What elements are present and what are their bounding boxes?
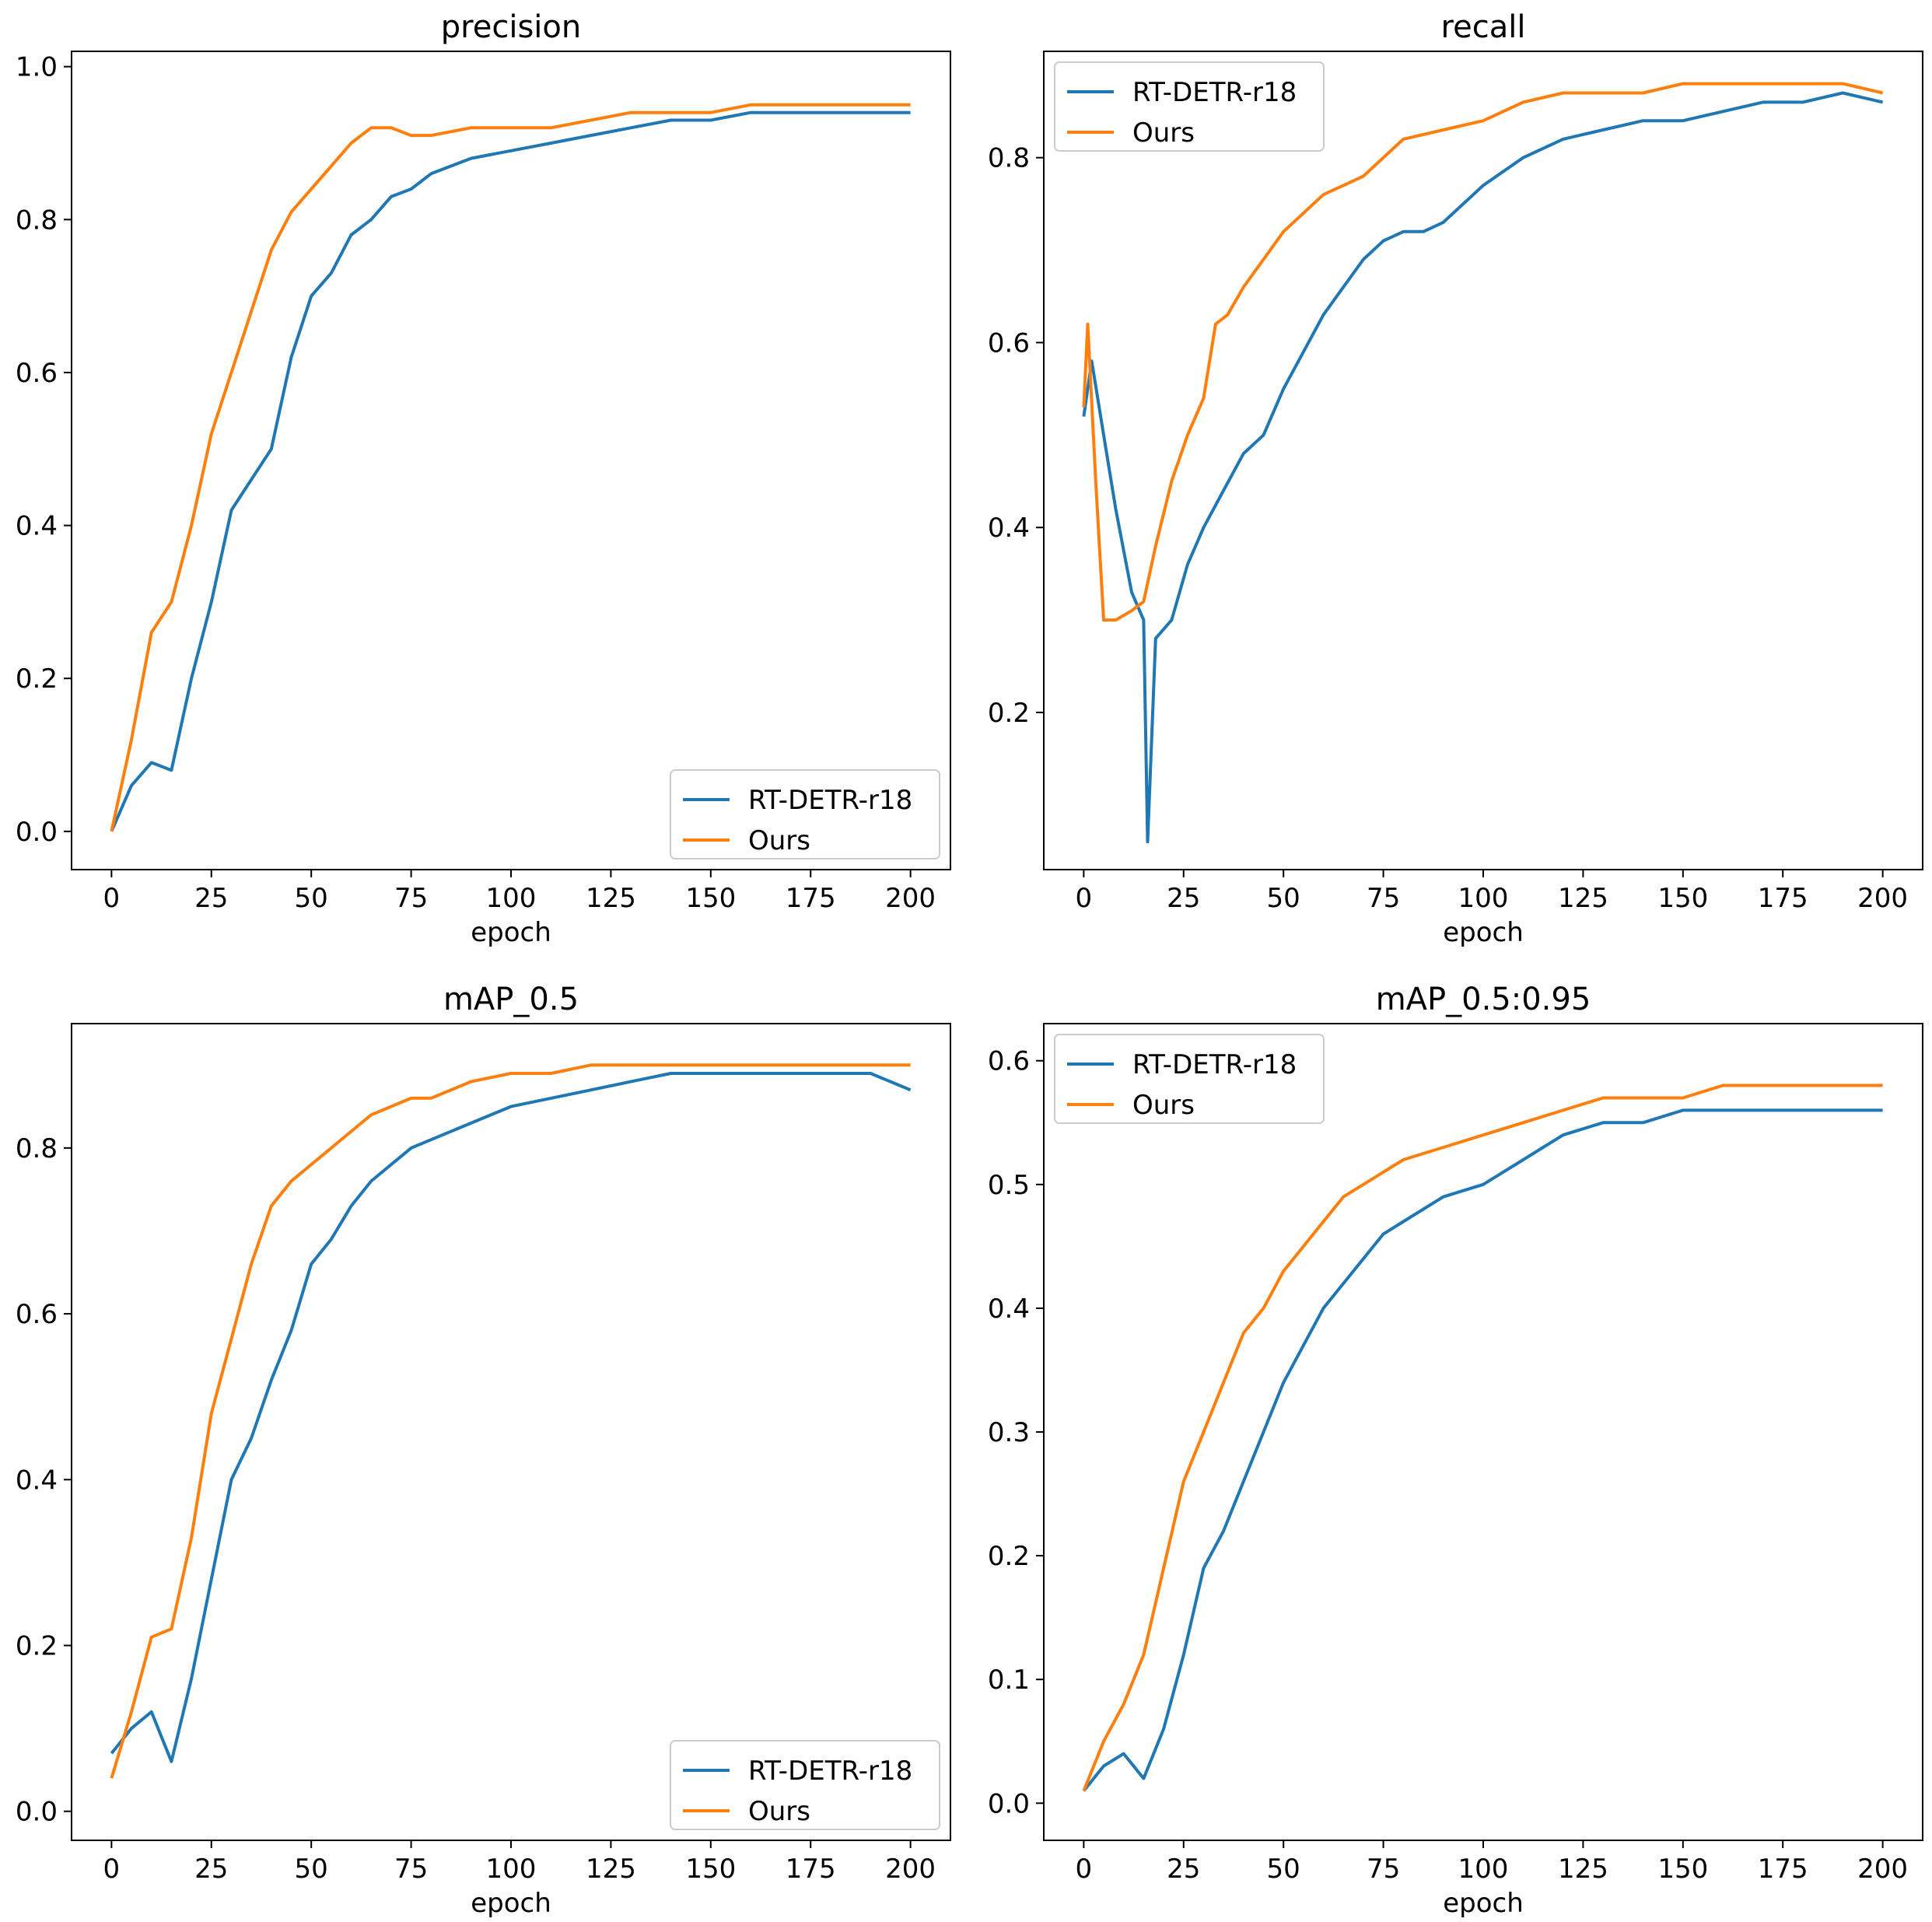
y-tick-label: 0.6 xyxy=(16,1299,58,1330)
x-tick-label: 100 xyxy=(1458,1854,1509,1885)
y-tick-label: 0.4 xyxy=(988,1294,1030,1325)
x-tick-label: 150 xyxy=(1657,1854,1708,1885)
y-tick-label: 0.8 xyxy=(16,205,58,236)
y-tick-label: 0.6 xyxy=(16,358,58,389)
x-tick-label: 75 xyxy=(394,1854,428,1885)
y-tick-label: 1.0 xyxy=(16,52,58,83)
x-axis-label: epoch xyxy=(1443,917,1524,948)
y-tick-label: 0.0 xyxy=(988,1788,1030,1819)
y-tick-label: 0.2 xyxy=(16,663,58,695)
chart-title: mAP_0.5 xyxy=(443,982,579,1017)
x-axis-label: epoch xyxy=(471,917,551,948)
series-line-rt-detr-r18 xyxy=(1082,91,1884,844)
series-line-rt-detr-r18 xyxy=(1082,1108,1883,1792)
y-tick-label: 0.4 xyxy=(16,511,58,542)
x-tick-label: 50 xyxy=(295,883,328,914)
legend-label: RT-DETR-r18 xyxy=(748,785,912,816)
axes-frame xyxy=(71,1023,951,1841)
series-line-ours xyxy=(110,103,911,832)
axes-frame xyxy=(71,51,951,870)
y-tick-label: 0.3 xyxy=(988,1417,1030,1448)
legend-box xyxy=(670,1740,940,1830)
x-tick-label: 25 xyxy=(194,883,228,914)
x-tick-label: 75 xyxy=(1367,1854,1400,1885)
y-tick-label: 0.2 xyxy=(988,698,1030,729)
x-tick-label: 200 xyxy=(885,1854,936,1885)
x-tick-label: 0 xyxy=(1076,1854,1093,1885)
x-tick-label: 125 xyxy=(1558,883,1608,914)
x-axis-label: epoch xyxy=(471,1888,551,1919)
chart-title: recall xyxy=(1441,9,1526,45)
x-axis-label: epoch xyxy=(1443,1888,1524,1919)
axes-frame xyxy=(1043,1023,1923,1841)
legend: RT-DETR-r18 Ours xyxy=(670,769,940,859)
axes-frame xyxy=(1043,51,1923,870)
chart-title: mAP_0.5:0.95 xyxy=(1376,982,1591,1017)
series-line-ours xyxy=(1082,82,1884,622)
y-tick-label: 0.2 xyxy=(16,1630,58,1661)
x-tick-label: 150 xyxy=(1657,883,1708,914)
legend-label: RT-DETR-r18 xyxy=(748,1756,912,1787)
y-tick-label: 0.6 xyxy=(988,1046,1030,1077)
legend: RT-DETR-r18 Ours xyxy=(670,1740,940,1830)
x-tick-label: 200 xyxy=(1857,1854,1908,1885)
y-tick-label: 0.4 xyxy=(988,513,1030,544)
x-tick-label: 175 xyxy=(1758,883,1808,914)
legend-box xyxy=(670,769,940,859)
x-tick-label: 125 xyxy=(1558,1854,1608,1885)
x-tick-label: 200 xyxy=(885,883,936,914)
x-tick-label: 75 xyxy=(394,883,428,914)
x-tick-label: 150 xyxy=(685,883,736,914)
x-tick-label: 25 xyxy=(194,1854,228,1885)
x-tick-label: 75 xyxy=(1367,883,1400,914)
x-tick-label: 50 xyxy=(295,1854,328,1885)
chart-title: precision xyxy=(441,9,581,45)
x-tick-label: 100 xyxy=(486,1854,537,1885)
chart-panel: mAP_0.5:0.95 0 25 50 75 100 125 150 175 200 0.0 0.1… xyxy=(988,982,1923,1919)
x-tick-label: 25 xyxy=(1167,1854,1200,1885)
chart-panel: precision 0 25 50 75 100 125 150 175 200 0.0 0.2 0.4… xyxy=(16,9,951,948)
y-tick-label: 0.8 xyxy=(988,143,1030,174)
y-tick-label: 0.2 xyxy=(988,1541,1030,1572)
chart-panel: recall 0 25 50 75 100 125 150 175 200 0.2 0.4 0.6 0.8… xyxy=(988,9,1923,948)
y-tick-label: 0.8 xyxy=(16,1133,58,1164)
x-tick-label: 100 xyxy=(486,883,537,914)
series-line-ours xyxy=(1082,1084,1883,1792)
x-tick-label: 50 xyxy=(1267,1854,1300,1885)
x-tick-label: 125 xyxy=(586,883,636,914)
legend-box xyxy=(1054,1034,1325,1124)
x-tick-label: 0 xyxy=(103,1854,121,1885)
x-tick-label: 150 xyxy=(685,1854,736,1885)
x-tick-label: 100 xyxy=(1458,883,1509,914)
x-tick-label: 175 xyxy=(786,1854,836,1885)
legend: RT-DETR-r18 Ours xyxy=(1054,61,1325,152)
chart-panel: mAP_0.5 0 25 50 75 100 125 150 175 200 0.0 0.2 0.4 0.… xyxy=(16,982,951,1919)
x-tick-label: 0 xyxy=(1076,883,1093,914)
x-tick-label: 125 xyxy=(586,1854,636,1885)
y-tick-label: 0.5 xyxy=(988,1170,1030,1201)
x-tick-label: 175 xyxy=(1758,1854,1808,1885)
legend-label: Ours xyxy=(748,1796,810,1827)
x-tick-label: 50 xyxy=(1267,883,1300,914)
y-tick-label: 0.1 xyxy=(988,1665,1030,1696)
legend-label: RT-DETR-r18 xyxy=(1132,1049,1297,1080)
series-line-rt-detr-r18 xyxy=(110,1072,912,1763)
x-tick-label: 0 xyxy=(103,883,121,914)
legend: RT-DETR-r18 Ours xyxy=(1054,1034,1325,1124)
x-tick-label: 25 xyxy=(1167,883,1200,914)
y-tick-label: 0.0 xyxy=(16,817,58,848)
legend-label: Ours xyxy=(748,825,810,856)
legend-box xyxy=(1054,61,1325,152)
y-tick-label: 0.6 xyxy=(988,327,1030,359)
legend-label: RT-DETR-r18 xyxy=(1132,77,1297,108)
series-line-rt-detr-r18 xyxy=(110,110,911,832)
legend-label: Ours xyxy=(1132,1090,1195,1121)
legend-label: Ours xyxy=(1132,117,1195,149)
series-line-ours xyxy=(110,1063,911,1779)
y-tick-label: 0.4 xyxy=(16,1465,58,1496)
y-tick-label: 0.0 xyxy=(16,1797,58,1828)
x-tick-label: 175 xyxy=(786,883,836,914)
x-tick-label: 200 xyxy=(1857,883,1908,914)
